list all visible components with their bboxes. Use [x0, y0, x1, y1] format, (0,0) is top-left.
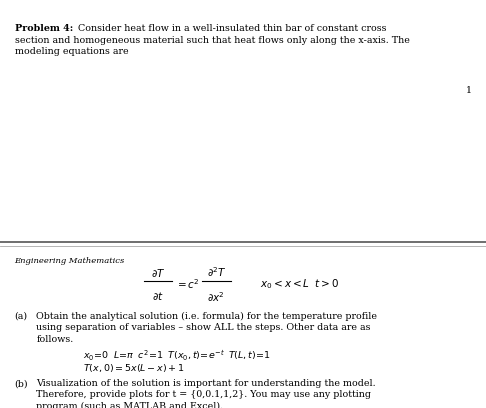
Text: $x_0\!=\!0\;\; L\!=\!\pi\;\; c^2\!=\!1\;\; T(x_0,t)\!=\!e^{-t}\;\; T(L,t)\!=\!1$: $x_0\!=\!0\;\; L\!=\!\pi\;\; c^2\!=\!1\;…: [83, 348, 271, 363]
Text: program (such as MATLAB and Excel).: program (such as MATLAB and Excel).: [36, 402, 224, 408]
Text: $\partial^2 T$: $\partial^2 T$: [207, 265, 226, 279]
Text: $= c^2$: $= c^2$: [175, 277, 200, 291]
Text: Obtain the analytical solution (i.e. formula) for the temperature profile: Obtain the analytical solution (i.e. for…: [36, 312, 378, 321]
Text: (b): (b): [15, 379, 28, 388]
Text: Problem 4:: Problem 4:: [15, 24, 73, 33]
Text: $\partial x^2$: $\partial x^2$: [208, 290, 225, 304]
Text: Consider heat flow in a well-insulated thin bar of constant cross: Consider heat flow in a well-insulated t…: [72, 24, 386, 33]
Text: 1: 1: [466, 86, 471, 95]
Text: $T(x,0) = 5x(L-x)+1$: $T(x,0) = 5x(L-x)+1$: [83, 362, 185, 374]
Text: section and homogeneous material such that heat flows only along the x-axis. The: section and homogeneous material such th…: [15, 36, 409, 45]
Text: (a): (a): [15, 312, 28, 321]
Text: Visualization of the solution is important for understanding the model.: Visualization of the solution is importa…: [36, 379, 376, 388]
Text: $x_0 < x < L \;\; t > 0$: $x_0 < x < L \;\; t > 0$: [260, 277, 339, 291]
Text: follows.: follows.: [36, 335, 74, 344]
Text: Therefore, provide plots for t = {0,0.1,1,2}. You may use any plotting: Therefore, provide plots for t = {0,0.1,…: [36, 390, 371, 399]
Text: modeling equations are: modeling equations are: [15, 47, 128, 56]
Text: using separation of variables – show ALL the steps. Other data are as: using separation of variables – show ALL…: [36, 323, 371, 332]
Text: Engineering Mathematics: Engineering Mathematics: [15, 257, 125, 265]
Text: $\partial t$: $\partial t$: [152, 290, 164, 302]
Text: $\partial T$: $\partial T$: [151, 267, 165, 279]
